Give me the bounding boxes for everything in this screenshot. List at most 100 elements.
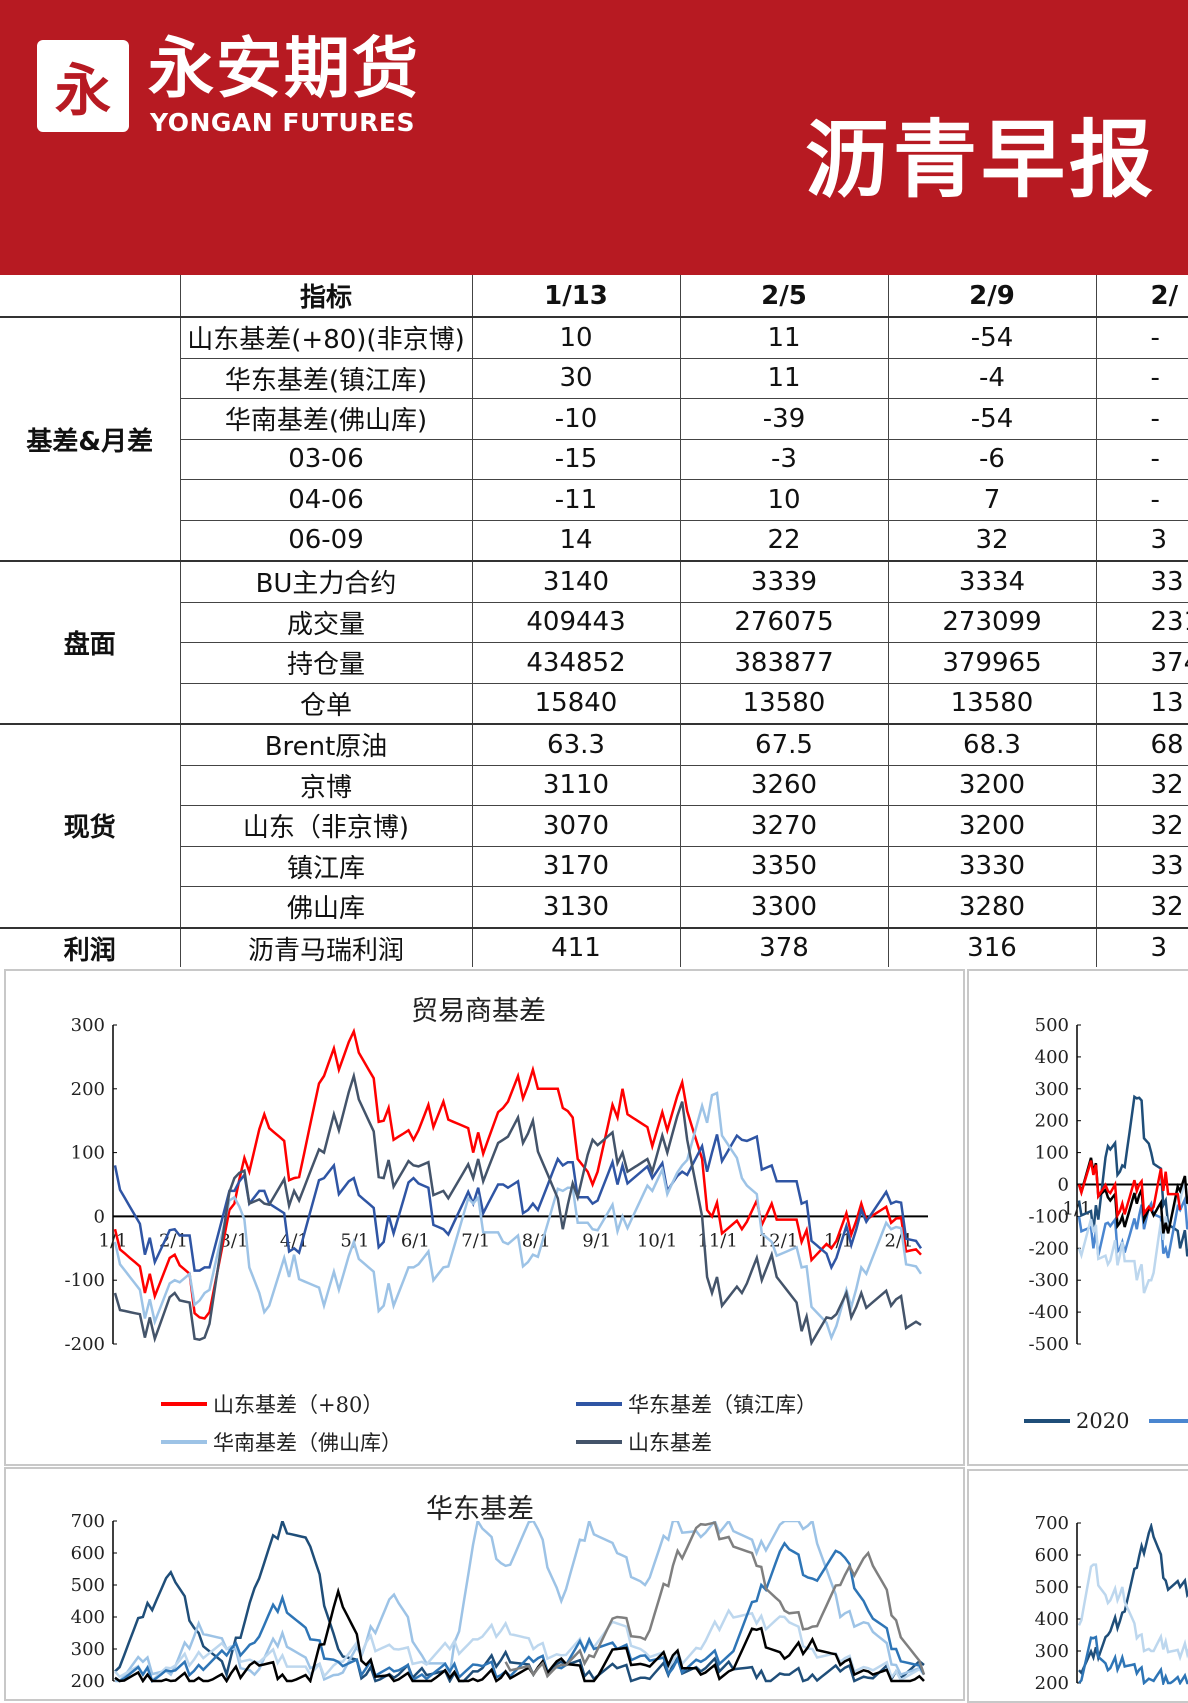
table-row: 利润 沥青马瑞利润 411 378 316 3 bbox=[0, 926, 1188, 967]
table-row: 仓单 15840 13580 13580 13 bbox=[0, 682, 1188, 725]
value-cell: -10 bbox=[471, 398, 681, 440]
value-cell: 3280 bbox=[887, 886, 1097, 928]
value-cell: 231 bbox=[1095, 601, 1188, 643]
column-header: 2/5 bbox=[679, 275, 889, 318]
value-cell: 316 bbox=[887, 926, 1097, 967]
value-cell: 3334 bbox=[887, 560, 1097, 603]
legend-label: 山东基差（+80） bbox=[213, 1393, 384, 1417]
value-cell: -11 bbox=[471, 479, 681, 521]
table-row: 佛山库 3130 3300 3280 32 bbox=[0, 886, 1188, 928]
series-line bbox=[1077, 1194, 1188, 1259]
value-cell: 3 bbox=[1095, 926, 1188, 967]
y-tick-label: 100 bbox=[71, 1143, 105, 1164]
value-cell: 30 bbox=[471, 357, 681, 399]
legend-label: 华东基差（镇江库） bbox=[628, 1393, 817, 1417]
y-tick-label: 300 bbox=[1035, 1641, 1069, 1662]
legend-item: 华东基差（镇江库） bbox=[576, 1389, 817, 1419]
y-tick-label: 400 bbox=[1035, 1047, 1069, 1068]
chart-trader-basis: 300 200 100 0 -100 -200 1/1 2/1 3/1 4/1 5/1 6/1 7/1 8… bbox=[4, 969, 965, 1466]
column-header: 2/9 bbox=[887, 275, 1097, 318]
value-cell: 32 bbox=[1095, 886, 1188, 928]
value-cell: -6 bbox=[887, 438, 1097, 480]
chart-east-china-basis: 700 600 500 400 300 200 华东基差 bbox=[4, 1467, 965, 1701]
indicator-label: 佛山库 bbox=[179, 886, 473, 928]
value-cell: 3339 bbox=[679, 560, 889, 603]
x-tick-label: 10/1 bbox=[637, 1230, 677, 1251]
value-cell: 374 bbox=[1095, 642, 1188, 684]
indicator-label: Brent原油 bbox=[179, 723, 473, 766]
value-cell: 3 bbox=[1095, 519, 1188, 562]
legend-swatch bbox=[161, 1440, 207, 1444]
report-banner: 永 永安期货 YONGAN FUTURES 沥青早报 bbox=[0, 0, 1188, 275]
value-cell: 67.5 bbox=[679, 723, 889, 766]
chart-title: 贸易商基差 bbox=[411, 996, 546, 1027]
value-cell: 13580 bbox=[679, 682, 889, 725]
series-line bbox=[1077, 1179, 1188, 1294]
x-tick-label: 8/1 bbox=[522, 1230, 551, 1251]
y-tick-label: -100 bbox=[65, 1270, 105, 1291]
table-row: 京博 3110 3260 3200 32 bbox=[0, 764, 1188, 806]
series-line bbox=[113, 1091, 923, 1342]
y-tick-label: -200 bbox=[65, 1334, 105, 1355]
value-cell: 3330 bbox=[887, 845, 1097, 887]
chart-yearly-basis-svg: 500 400 300 200 100 0 -100 -200 -300 -400 -500 1/1 bbox=[1029, 1015, 1188, 1355]
column-header: 2/ bbox=[1095, 275, 1188, 318]
series-line bbox=[504, 1521, 926, 1679]
y-tick-label: -500 bbox=[1029, 1334, 1069, 1355]
y-tick-label: 500 bbox=[1035, 1577, 1069, 1598]
legend-swatch bbox=[1149, 1419, 1188, 1423]
y-tick-label: 700 bbox=[71, 1511, 105, 1532]
x-tick-label: 3/1 bbox=[219, 1230, 248, 1251]
x-tick-label: 12/1 bbox=[758, 1230, 798, 1251]
value-cell: 378 bbox=[679, 926, 889, 967]
brand-name-en: YONGAN FUTURES bbox=[150, 108, 415, 137]
legend-item: 山东基差（+80） bbox=[161, 1389, 383, 1419]
y-tick-label: 200 bbox=[1035, 1111, 1069, 1132]
y-tick-label: 0 bbox=[94, 1206, 105, 1227]
series-line bbox=[1078, 1635, 1188, 1685]
value-cell: -54 bbox=[887, 316, 1097, 359]
value-cell: 3140 bbox=[471, 560, 681, 603]
indicator-table: 指标 1/13 2/5 2/9 2/ 基差&月差 山东基差(+80)(非京博) 10… bbox=[0, 275, 1188, 967]
value-cell: 3110 bbox=[471, 764, 681, 806]
value-cell: - bbox=[1095, 316, 1188, 359]
series-line bbox=[114, 1586, 925, 1683]
value-cell: 3070 bbox=[471, 805, 681, 847]
indicator-label: 仓单 bbox=[179, 682, 473, 725]
x-tick-label: 5/1 bbox=[340, 1230, 369, 1251]
value-cell: 434852 bbox=[471, 642, 681, 684]
column-header: 指标 bbox=[179, 275, 473, 318]
table-row: 华南基差(佛山库) -10 -39 -54- bbox=[0, 398, 1188, 440]
section-label: 盘面 bbox=[0, 560, 181, 725]
report-title: 沥青早报 bbox=[805, 111, 1158, 209]
legend-label: 山东基差 bbox=[628, 1431, 712, 1455]
value-cell: 10 bbox=[679, 479, 889, 521]
series-line bbox=[115, 1521, 926, 1683]
series-line bbox=[114, 1541, 926, 1683]
legend-item: 华南基差（佛山库） bbox=[161, 1427, 402, 1457]
series-line bbox=[1077, 1160, 1182, 1220]
chart-title: 华东基差 bbox=[426, 1494, 534, 1525]
table-row: 持仓量434852383877379965374 bbox=[0, 642, 1188, 684]
y-tick-label: 300 bbox=[71, 1639, 105, 1660]
value-cell: 3270 bbox=[679, 805, 889, 847]
value-cell: - bbox=[1095, 357, 1188, 399]
chart-yearly-basis: 500 400 300 200 100 0 -100 -200 -300 -400 -500 1/1 … bbox=[967, 969, 1188, 1466]
x-tick-label: 2/1 bbox=[885, 1230, 914, 1251]
x-tick-label: 6/1 bbox=[401, 1230, 430, 1251]
section-label: 现货 bbox=[0, 723, 181, 928]
table-header-row: 指标 1/13 2/5 2/9 2/ bbox=[0, 275, 1188, 318]
value-cell: 33 bbox=[1095, 560, 1188, 603]
brand-name-cn: 永安期货 bbox=[148, 30, 420, 107]
section-label: 利润 bbox=[0, 926, 181, 967]
indicator-label: 04-06 bbox=[179, 479, 473, 521]
y-tick-label: -200 bbox=[1029, 1238, 1069, 1259]
y-tick-label: -400 bbox=[1029, 1302, 1069, 1323]
series-line bbox=[1078, 1523, 1188, 1676]
value-cell: 68.3 bbox=[887, 723, 1097, 766]
y-tick-label: 400 bbox=[71, 1607, 105, 1628]
legend-swatch bbox=[1024, 1419, 1070, 1423]
value-cell: 383877 bbox=[679, 642, 889, 684]
value-cell: 13 bbox=[1095, 682, 1188, 725]
value-cell: 68 bbox=[1095, 723, 1188, 766]
